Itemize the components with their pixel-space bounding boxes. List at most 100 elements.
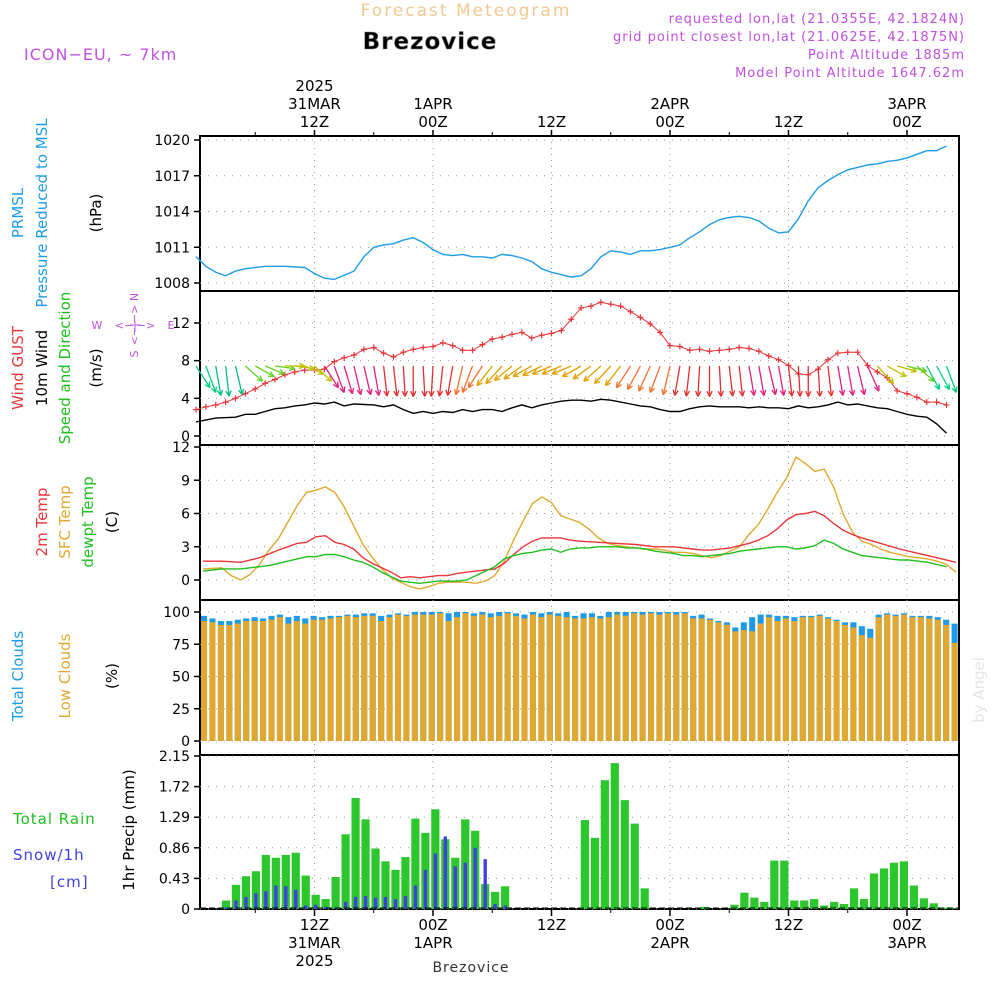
rain-bar: [590, 837, 599, 909]
wind-arrow: [945, 365, 958, 393]
clouds-tick-label: 0: [181, 734, 190, 750]
time-label-top-hour: 12Z: [300, 113, 329, 131]
rain-bar: [221, 900, 231, 909]
low-cloud-bar: [715, 622, 722, 741]
wind-arrowhead: [541, 369, 549, 375]
low-cloud-bar: [858, 635, 865, 741]
gust-marker: [509, 331, 515, 338]
compass-north: N: [128, 293, 141, 301]
pressure-msl-label: Pressure Reduced to MSL: [33, 118, 51, 308]
wind-speed-dir-label: Speed and Direction: [56, 292, 74, 445]
time-label-bottom-hour: 12Z: [774, 916, 803, 934]
wind-tick-label: 0: [181, 429, 190, 445]
snow-bar: [323, 906, 328, 909]
total-clouds-label: Total Clouds: [9, 631, 27, 723]
low-cloud-bar: [791, 621, 798, 741]
gust-marker: [588, 303, 594, 310]
wind-tick-label: 8: [181, 354, 190, 370]
wind-arrow: [768, 365, 777, 395]
low-cloud-bar: [825, 618, 832, 741]
low-cloud-bar: [707, 619, 714, 741]
low-cloud-bar: [521, 618, 528, 741]
low-cloud-bar: [732, 631, 739, 741]
wind-arrowhead: [638, 385, 644, 392]
wind-arrowhead: [899, 371, 907, 378]
snow-bar: [403, 896, 408, 909]
clouds-tick-label: 25: [172, 702, 190, 718]
low-cloud-bar: [681, 613, 688, 741]
wind-arrowhead: [561, 371, 569, 378]
dewpt-label: dewpt Temp: [79, 476, 97, 567]
low-cloud-bar: [293, 621, 300, 741]
wind-arrowhead: [615, 381, 622, 389]
snow-label: Snow/1h: [13, 846, 85, 864]
snow-bar: [234, 900, 238, 909]
time-label-top-date: 1APR: [413, 95, 452, 113]
gust-marker: [193, 406, 199, 413]
low-cloud-bar: [234, 623, 241, 741]
wind-arrow: [446, 365, 454, 396]
wind-arrowhead: [951, 386, 958, 393]
low-cloud-bar: [226, 624, 233, 741]
rain-bar: [810, 899, 819, 909]
gust-marker: [657, 329, 664, 336]
compass-south: S: [128, 350, 141, 357]
low-cloud-bar: [428, 614, 435, 741]
wind-arrowhead: [531, 369, 539, 375]
low-cloud-bar: [285, 623, 292, 741]
total-rain-label: Total Rain: [12, 810, 96, 828]
wind-arrow: [333, 365, 345, 393]
rain-bar: [730, 904, 739, 909]
wind-arrowhead: [366, 388, 373, 396]
gust-marker: [252, 385, 259, 392]
gust-marker: [469, 347, 476, 354]
clouds-tick-label: 50: [172, 670, 190, 686]
low-cloud-bar: [496, 615, 503, 741]
low-cloud-bar: [201, 621, 208, 741]
rain-bar: [630, 823, 639, 909]
low-clouds-label: Low Clouds: [56, 633, 74, 718]
snow-bar: [453, 866, 457, 909]
wind-arrowhead: [661, 388, 668, 396]
gust-marker: [647, 320, 654, 327]
wind-arrow: [728, 365, 734, 397]
snow-bar: [423, 869, 428, 909]
wind-arrowhead: [347, 387, 355, 395]
low-cloud-bar: [631, 613, 638, 741]
snow-bar: [343, 901, 348, 909]
gust-marker: [716, 347, 723, 354]
gust-marker: [775, 356, 782, 363]
low-cloud-bar: [926, 618, 933, 741]
snow-bar: [274, 885, 278, 909]
wind-arrow: [244, 365, 263, 382]
pressure-tick-label: 1020: [154, 133, 190, 149]
low-cloud-bar: [951, 642, 958, 741]
time-label-top-date: 3APR: [887, 95, 926, 113]
low-cloud-bar: [757, 623, 764, 741]
rain-bar: [929, 903, 938, 909]
wind-arrowhead: [771, 388, 778, 396]
wind-arrow: [512, 365, 533, 378]
low-cloud-bar: [766, 617, 773, 741]
low-cloud-bar: [276, 617, 283, 741]
low-cloud-bar: [479, 614, 486, 741]
gust-marker: [854, 349, 861, 356]
clouds-tick-label: 100: [163, 605, 190, 621]
rain-bar: [899, 861, 909, 909]
time-label-top-year: 2025: [295, 77, 333, 95]
rain-bar: [740, 892, 749, 909]
wind-arrow: [847, 365, 854, 396]
wind-arrow: [205, 365, 217, 393]
wind-arrowhead: [717, 390, 725, 397]
low-cloud-bar: [816, 615, 823, 741]
wind-arrow: [373, 365, 380, 396]
pressure-tick-label: 1014: [154, 205, 190, 221]
wind-arrowhead: [503, 373, 510, 380]
clouds-tick-label: 75: [172, 637, 190, 653]
wind-panel-labels: Wind GUST 10m Wind Speed and Direction (…: [9, 292, 175, 445]
gust-label: Wind GUST: [9, 325, 27, 410]
wind-arrow: [461, 365, 474, 393]
wind-arrowhead: [393, 390, 400, 397]
time-label-top-date: 31MAR: [288, 95, 341, 113]
gust-marker: [202, 403, 209, 410]
